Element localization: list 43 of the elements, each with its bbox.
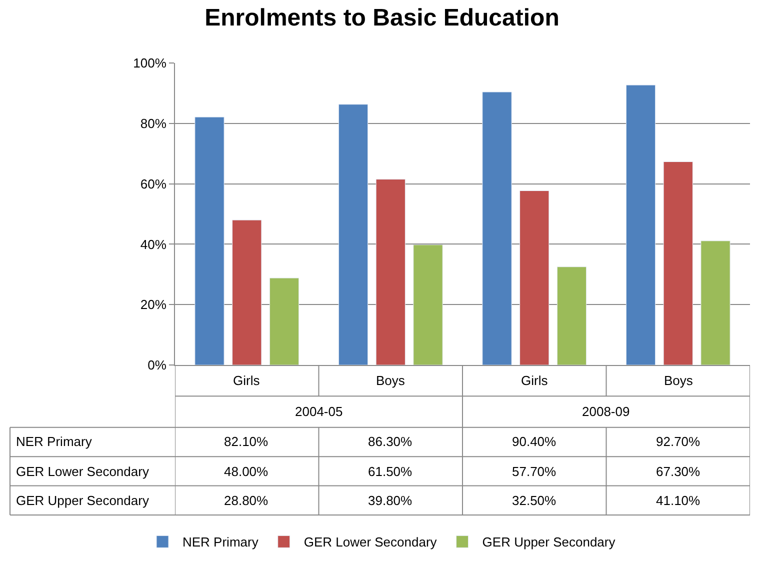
bar xyxy=(194,116,224,365)
data-label: 32.50% xyxy=(512,493,557,508)
y-tick-label: 0% xyxy=(148,358,167,373)
bar xyxy=(376,179,406,365)
legend-label: NER Primary xyxy=(182,534,259,550)
data-label: 82.10% xyxy=(224,434,269,449)
legend-label: GER Upper Secondary xyxy=(482,534,616,550)
y-tick-label: 40% xyxy=(140,236,167,252)
bar xyxy=(520,190,550,365)
text: 2008-09 xyxy=(582,404,630,419)
data-label: 28.80% xyxy=(224,493,269,508)
text: GER Lower Secondary xyxy=(16,464,149,479)
bar xyxy=(556,266,587,365)
bar xyxy=(626,84,656,365)
bar xyxy=(269,278,300,365)
x-tick-label: Girls xyxy=(233,373,260,388)
data-label: 41.10% xyxy=(656,493,701,508)
x-tick-label: Boys xyxy=(376,373,406,388)
data-label: 67.30% xyxy=(656,464,701,479)
data-label: 61.50% xyxy=(368,464,413,479)
data-label: 57.70% xyxy=(512,464,557,479)
chart-title: Enrolments to Basic Education xyxy=(204,4,560,32)
text: NER Primary xyxy=(16,434,92,449)
data-label: 86.30% xyxy=(368,434,413,449)
bar xyxy=(338,104,368,365)
data-label: 39.80% xyxy=(368,493,413,508)
data-label: 92.70% xyxy=(656,434,701,449)
x-tick-label: Girls xyxy=(521,373,548,388)
x-tick-label: Boys xyxy=(664,373,694,388)
data-label: 48.00% xyxy=(224,464,269,479)
y-tick-label: 100% xyxy=(133,56,167,71)
data-label: 90.40% xyxy=(512,434,557,449)
text: 2004-05 xyxy=(295,404,343,419)
bar xyxy=(663,162,693,365)
bar xyxy=(482,92,512,365)
legend-label: GER Lower Secondary xyxy=(304,534,438,550)
y-tick-label: 60% xyxy=(140,176,167,192)
bar xyxy=(700,240,730,365)
y-tick-label: 80% xyxy=(140,116,167,131)
bar xyxy=(413,244,443,365)
text: GER Upper Secondary xyxy=(16,493,149,508)
y-tick-label: 20% xyxy=(140,297,167,312)
bar xyxy=(232,220,262,365)
